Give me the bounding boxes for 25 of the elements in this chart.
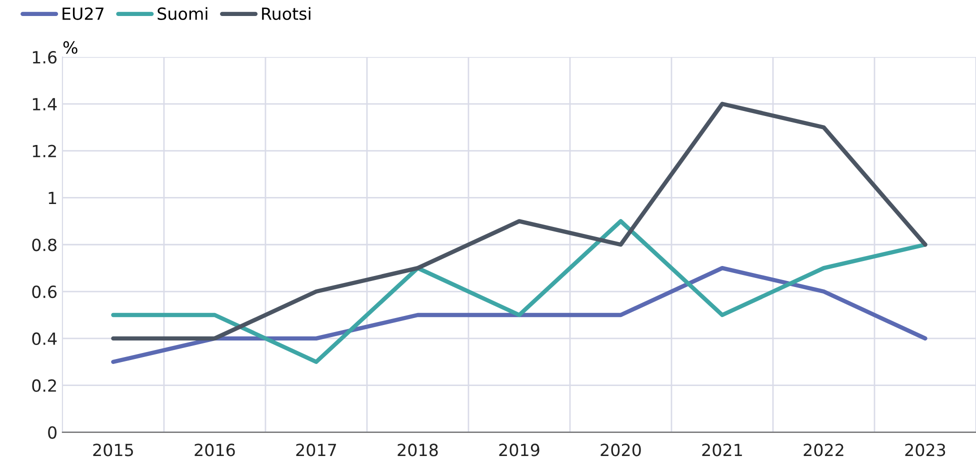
x-tick-label: 2019 (499, 444, 540, 456)
x-tick-label: 2017 (296, 444, 336, 456)
legend-label: EU27 (62, 7, 104, 20)
y-tick-label: 0 (48, 426, 56, 439)
y-tick-label: 0.4 (32, 332, 57, 346)
y-tick-label: 0.8 (32, 238, 56, 252)
y-axis-title: % (63, 41, 78, 54)
line-series (111, 219, 928, 364)
y-tick-label: 1.4 (32, 98, 57, 110)
y-tick-label: 1.6 (32, 50, 57, 64)
x-tick-label: 2018 (398, 444, 438, 456)
x-tick-label: 2016 (194, 444, 235, 456)
line-series (111, 102, 928, 341)
legend-label: Ruotsi (262, 7, 310, 20)
y-tick-label: 1 (48, 192, 56, 204)
legend-label: Suomi (158, 7, 208, 20)
y-tick-label: 0.2 (32, 379, 56, 392)
x-tick-label: 2022 (804, 444, 844, 456)
y-tick-label: 1.2 (32, 144, 56, 158)
x-tick-label: 2023 (905, 444, 946, 456)
y-tick-label: 0.6 (32, 285, 57, 298)
x-tick-label: 2020 (600, 444, 641, 456)
x-tick-label: 2021 (702, 444, 742, 456)
line-series (111, 266, 928, 364)
x-tick-label: 2015 (93, 444, 133, 456)
